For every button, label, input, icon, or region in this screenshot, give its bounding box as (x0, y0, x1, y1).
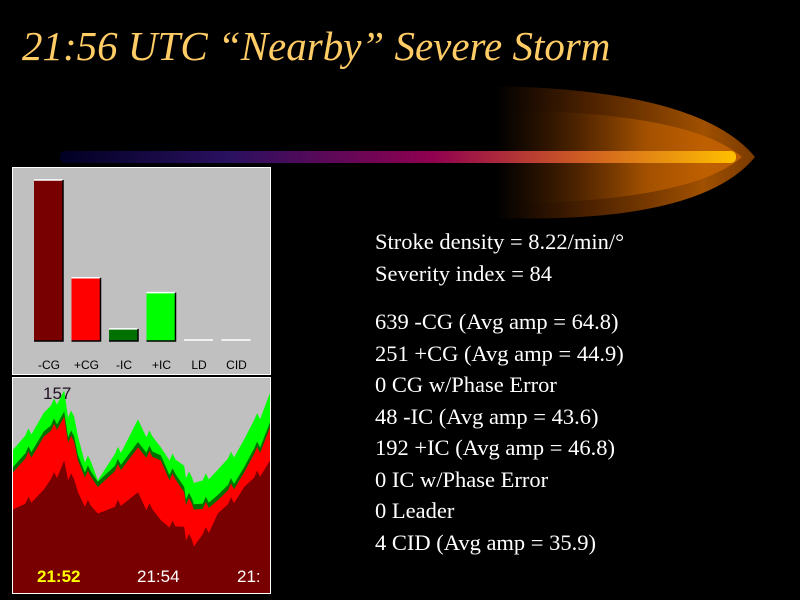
severity-index: Severity index = 84 (375, 260, 553, 286)
bar-+IC (146, 292, 176, 341)
stroke-type-bar-chart: -CG +CG -IC +IC LD CID (12, 167, 271, 375)
bar-shadow (109, 328, 139, 342)
bar-shadow (146, 292, 177, 342)
stroke-rate-area-chart: 157 21:52 21:54 21: (12, 377, 271, 594)
time-label: 21:54 (137, 567, 180, 586)
bar-label: -CG (38, 358, 60, 372)
stat-line: 192 +IC (Avg amp = 46.8) (375, 435, 615, 460)
bar-+CG (71, 277, 101, 341)
stat-line: 4 CID (Avg amp = 35.9) (375, 529, 596, 555)
bar--CG (34, 180, 63, 341)
stroke-density: Stroke density = 8.22/min/° (375, 229, 625, 254)
time-label: 21:52 (37, 567, 81, 586)
stat-line: 0 Leader (375, 498, 455, 523)
stat-line: 48 -IC (Avg amp = 43.6) (375, 403, 599, 429)
area--CG (13, 460, 270, 593)
bar-label: LD (191, 358, 207, 372)
bar-shadow (34, 180, 64, 342)
slide-title: 21:56 UTC “Nearby” Severe Storm (22, 23, 611, 69)
bar-shadow (71, 277, 102, 342)
bar-label: +CG (73, 358, 99, 372)
stat-line: 0 CG w/Phase Error (375, 372, 557, 397)
stat-line: 0 IC w/Phase Error (375, 466, 549, 492)
peak-label: 157 (43, 384, 72, 403)
time-label: 21: (237, 567, 261, 586)
bar-label: +IC (151, 358, 171, 372)
bar-label: CID (226, 358, 247, 372)
bar--IC (109, 328, 138, 341)
stat-line: 639 -CG (Avg amp = 64.8) (375, 309, 619, 334)
storm-statistics: Stroke density = 8.22/min/° Severity ind… (375, 226, 624, 558)
stat-line: 251 +CG (Avg amp = 44.9) (375, 340, 624, 366)
bar-label: -IC (116, 358, 132, 372)
